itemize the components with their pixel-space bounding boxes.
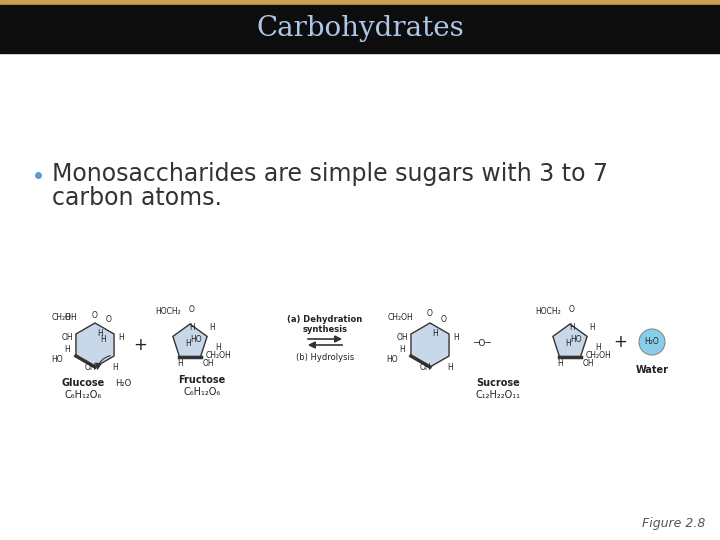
Text: +: + (613, 333, 627, 351)
Text: H: H (557, 360, 563, 368)
Text: HOCH₂: HOCH₂ (535, 307, 561, 316)
Text: OH: OH (582, 360, 594, 368)
Text: OH: OH (202, 360, 214, 368)
Text: H: H (64, 313, 70, 321)
Text: H: H (399, 346, 405, 354)
Text: HO: HO (51, 355, 63, 364)
Polygon shape (553, 324, 587, 356)
Text: CH₂OH: CH₂OH (585, 352, 611, 361)
Text: H: H (118, 333, 124, 341)
Text: H: H (209, 323, 215, 333)
Text: +: + (133, 336, 147, 354)
Text: H: H (215, 342, 221, 352)
Text: O: O (569, 306, 575, 314)
Polygon shape (411, 323, 449, 367)
Text: OH: OH (84, 362, 96, 372)
Text: Glucose: Glucose (61, 378, 104, 388)
Text: CH₂OH: CH₂OH (387, 313, 413, 321)
Text: H: H (453, 333, 459, 341)
Text: (b) Hydrolysis: (b) Hydrolysis (296, 354, 354, 362)
Text: H: H (569, 323, 575, 333)
Text: O: O (106, 315, 112, 325)
Text: synthesis: synthesis (302, 326, 348, 334)
Text: OH: OH (61, 333, 73, 341)
Text: CH₂OH: CH₂OH (52, 313, 78, 321)
Polygon shape (76, 323, 114, 367)
Text: H: H (447, 362, 453, 372)
Text: HO: HO (190, 334, 202, 343)
Text: H: H (112, 362, 118, 372)
Text: H: H (565, 340, 571, 348)
Text: O: O (441, 315, 447, 325)
Text: Monosaccharides are simple sugars with 3 to 7: Monosaccharides are simple sugars with 3… (52, 162, 608, 186)
Text: O: O (92, 310, 98, 320)
Text: H: H (97, 328, 103, 338)
Text: C₆H₁₂O₆: C₆H₁₂O₆ (64, 390, 102, 400)
Text: H: H (100, 335, 106, 345)
Text: H: H (64, 346, 70, 354)
Circle shape (639, 329, 665, 355)
Text: H: H (189, 323, 195, 333)
Bar (0, 5, 720, 53)
Text: Sucrose: Sucrose (476, 378, 520, 388)
Text: carbon atoms.: carbon atoms. (52, 186, 222, 210)
Bar (0, 0, 720, 5)
Text: H: H (185, 340, 191, 348)
Text: H₂O: H₂O (115, 379, 131, 388)
Text: H: H (595, 342, 601, 352)
Text: C₁₂H₂₂O₁₁: C₁₂H₂₂O₁₁ (475, 390, 521, 400)
Text: HO: HO (570, 334, 582, 343)
Text: H: H (432, 328, 438, 338)
Text: HO: HO (386, 355, 398, 364)
Text: (a) Dehydration: (a) Dehydration (287, 315, 363, 325)
Polygon shape (173, 324, 207, 356)
Text: ─O─: ─O─ (473, 339, 491, 348)
Text: HOCH₂: HOCH₂ (155, 307, 181, 316)
Text: H₂O: H₂O (644, 338, 660, 347)
Text: OH: OH (396, 333, 408, 341)
Text: C₆H₁₂O₆: C₆H₁₂O₆ (184, 387, 220, 397)
Text: Water: Water (636, 365, 668, 375)
Text: H: H (177, 360, 183, 368)
Text: Figure 2.8: Figure 2.8 (642, 517, 705, 530)
Text: O: O (189, 306, 195, 314)
Text: Carbohydrates: Carbohydrates (256, 16, 464, 43)
Text: CH₂OH: CH₂OH (205, 352, 231, 361)
Text: O: O (427, 308, 433, 318)
Text: OH: OH (419, 362, 431, 372)
Text: H: H (589, 323, 595, 333)
Text: Fructose: Fructose (179, 375, 225, 385)
